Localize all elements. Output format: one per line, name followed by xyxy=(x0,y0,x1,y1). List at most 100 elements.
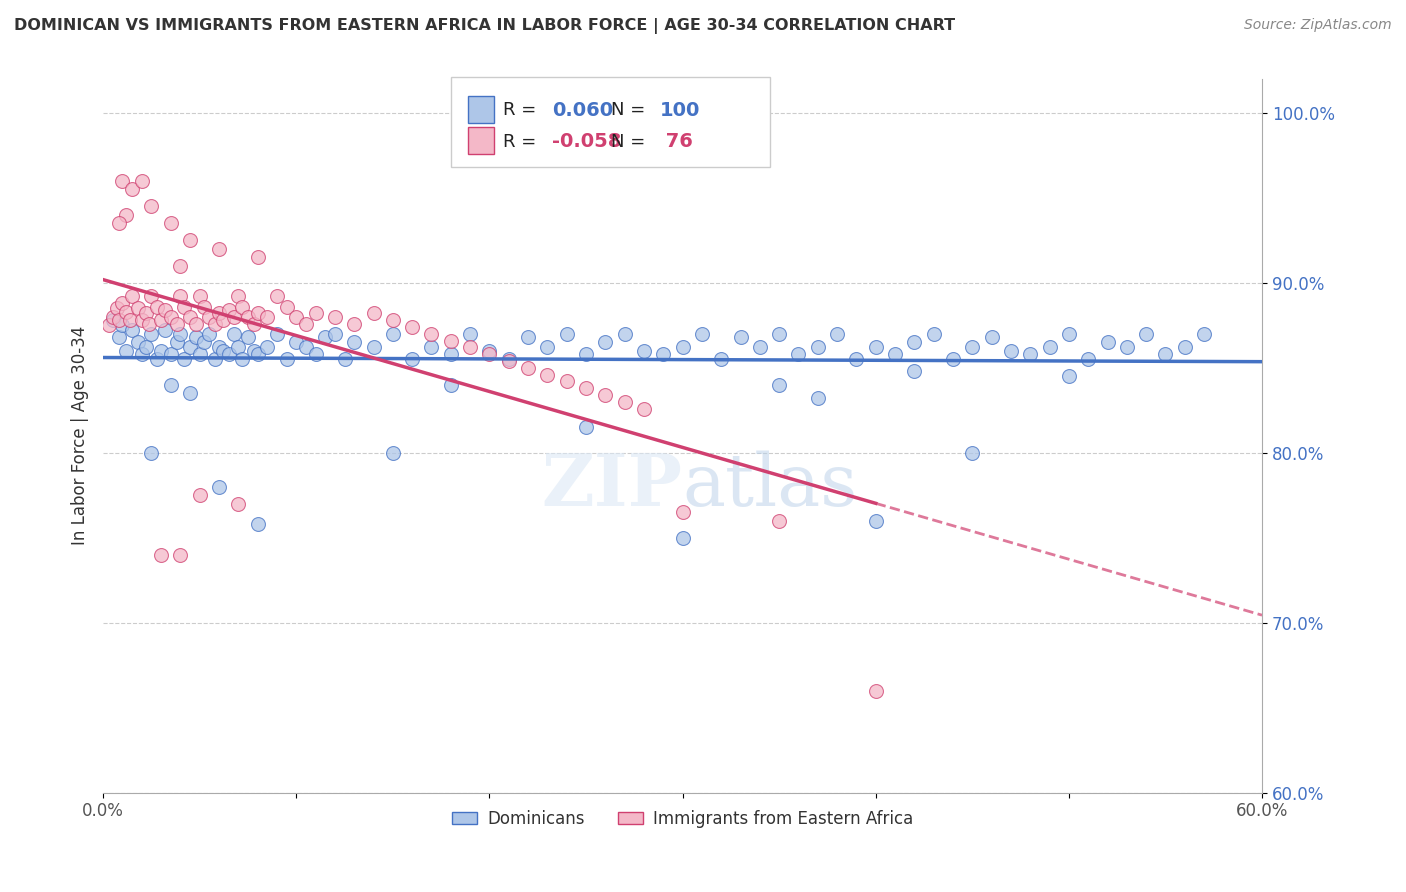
Point xyxy=(478,343,501,358)
Point xyxy=(652,347,675,361)
Point xyxy=(236,330,259,344)
Text: 0.060: 0.060 xyxy=(551,101,613,120)
Point xyxy=(204,317,226,331)
Point xyxy=(188,488,211,502)
Point xyxy=(1174,340,1197,354)
Point xyxy=(595,388,617,402)
Point xyxy=(121,182,143,196)
Point xyxy=(246,517,269,532)
Point xyxy=(169,548,191,562)
Point xyxy=(141,446,163,460)
Point xyxy=(363,340,385,354)
Point xyxy=(690,326,713,341)
Point xyxy=(224,310,246,324)
Point xyxy=(111,296,134,310)
Point xyxy=(710,352,733,367)
Point xyxy=(150,343,173,358)
Text: -0.058: -0.058 xyxy=(551,132,621,151)
Point xyxy=(517,360,540,375)
Point xyxy=(141,326,163,341)
Point xyxy=(633,343,655,358)
Point xyxy=(173,352,195,367)
Point xyxy=(121,289,143,303)
Point xyxy=(865,683,887,698)
Point xyxy=(246,306,269,320)
Point xyxy=(153,323,176,337)
Point xyxy=(420,340,443,354)
Point xyxy=(401,320,423,334)
Point xyxy=(159,216,181,230)
Point xyxy=(159,377,181,392)
Point xyxy=(1019,347,1042,361)
Text: R =: R = xyxy=(503,101,541,120)
Point xyxy=(768,326,790,341)
Point xyxy=(150,313,173,327)
Point xyxy=(120,313,142,327)
Text: 76: 76 xyxy=(659,132,693,151)
Point xyxy=(169,289,191,303)
Point xyxy=(184,317,207,331)
Point xyxy=(179,233,201,247)
Point xyxy=(304,347,326,361)
Point xyxy=(169,259,191,273)
Point xyxy=(198,326,221,341)
Point xyxy=(231,352,253,367)
Point xyxy=(575,420,598,434)
Point xyxy=(536,368,558,382)
Point xyxy=(188,289,211,303)
Point xyxy=(1000,343,1022,358)
Point xyxy=(420,326,443,341)
Point xyxy=(363,306,385,320)
Point xyxy=(865,514,887,528)
Point xyxy=(121,323,143,337)
Point xyxy=(613,326,636,341)
Point xyxy=(922,326,945,341)
Point xyxy=(188,347,211,361)
Point xyxy=(884,347,907,361)
Point xyxy=(381,326,404,341)
Point xyxy=(343,335,366,350)
Point xyxy=(179,386,201,401)
Point xyxy=(131,347,153,361)
Point xyxy=(343,317,366,331)
Point xyxy=(962,340,984,354)
Legend: Dominicans, Immigrants from Eastern Africa: Dominicans, Immigrants from Eastern Afri… xyxy=(446,803,920,834)
Point xyxy=(212,313,235,327)
Point xyxy=(440,377,463,392)
Point xyxy=(613,394,636,409)
Point xyxy=(440,334,463,348)
Point xyxy=(236,310,259,324)
Point xyxy=(633,401,655,416)
Point xyxy=(107,313,129,327)
Text: ZIP: ZIP xyxy=(541,450,682,521)
Point xyxy=(135,340,157,354)
Point xyxy=(401,352,423,367)
Point xyxy=(671,340,693,354)
Point xyxy=(768,377,790,392)
Point xyxy=(166,317,188,331)
Text: atlas: atlas xyxy=(682,450,858,521)
Point xyxy=(107,216,129,230)
Point xyxy=(166,335,188,350)
Point xyxy=(141,289,163,303)
Point xyxy=(962,446,984,460)
Point xyxy=(231,300,253,314)
Point xyxy=(169,326,191,341)
Point xyxy=(135,306,157,320)
Point xyxy=(179,340,201,354)
Point xyxy=(980,330,1002,344)
Point xyxy=(159,347,181,361)
Point xyxy=(150,548,173,562)
Point xyxy=(208,306,231,320)
Point xyxy=(153,302,176,317)
Point xyxy=(555,375,578,389)
Point xyxy=(748,340,770,354)
Point xyxy=(138,317,160,331)
Point xyxy=(146,300,169,314)
Point xyxy=(865,340,887,354)
Point xyxy=(1057,326,1080,341)
Text: N =: N = xyxy=(610,101,651,120)
Point xyxy=(1115,340,1137,354)
Point xyxy=(243,317,266,331)
Point xyxy=(787,347,810,361)
